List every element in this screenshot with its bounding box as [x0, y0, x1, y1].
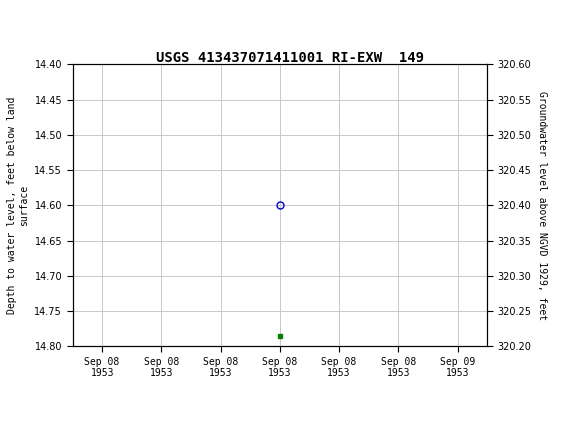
- Text: USGS: USGS: [44, 11, 117, 35]
- Text: USGS 413437071411001 RI-EXW  149: USGS 413437071411001 RI-EXW 149: [156, 51, 424, 65]
- Y-axis label: Depth to water level, feet below land
surface: Depth to water level, feet below land su…: [7, 97, 29, 314]
- Y-axis label: Groundwater level above NGVD 1929, feet: Groundwater level above NGVD 1929, feet: [537, 91, 547, 320]
